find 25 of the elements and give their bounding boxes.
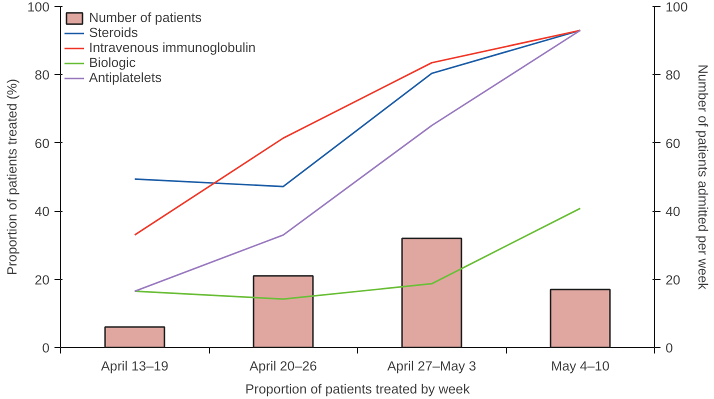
legend-label: Steroids [89,25,138,40]
y-tick-label: 20 [34,272,50,288]
y-tick-label: 40 [34,204,50,220]
y2-axis-title: Number of patients admitted per week [696,64,711,290]
x-tick-label: May 4–10 [550,358,610,374]
legend-label: Number of patients [89,10,202,25]
x-tick-label: April 20–26 [250,358,317,374]
y2-tick-label: 0 [666,340,673,356]
y-tick-label: 100 [27,0,50,14]
y-tick-label: 0 [42,340,50,356]
y2-tick-label: 20 [666,272,680,288]
y-tick-label: 80 [34,68,50,83]
x-axis-title: Proportion of patients treated by week [245,382,470,396]
x-tick-label: April 13–19 [101,358,168,374]
x-tick-label: April 27–May 3 [387,358,476,374]
legend-label: Biologic [89,55,136,70]
legend-label: Antiplatelets [89,70,162,85]
y2-tick-label: 100 [666,0,688,14]
y-tick-label: 60 [34,136,50,151]
y2-tick-label: 80 [666,68,680,83]
legend-label: Intravenous immunoglobulin [89,40,256,55]
y-axis-title: Proportion of patients treated (%) [4,78,20,276]
y2-tick-label: 60 [666,136,680,151]
y2-tick-label: 40 [666,204,680,220]
line-series [134,208,582,300]
